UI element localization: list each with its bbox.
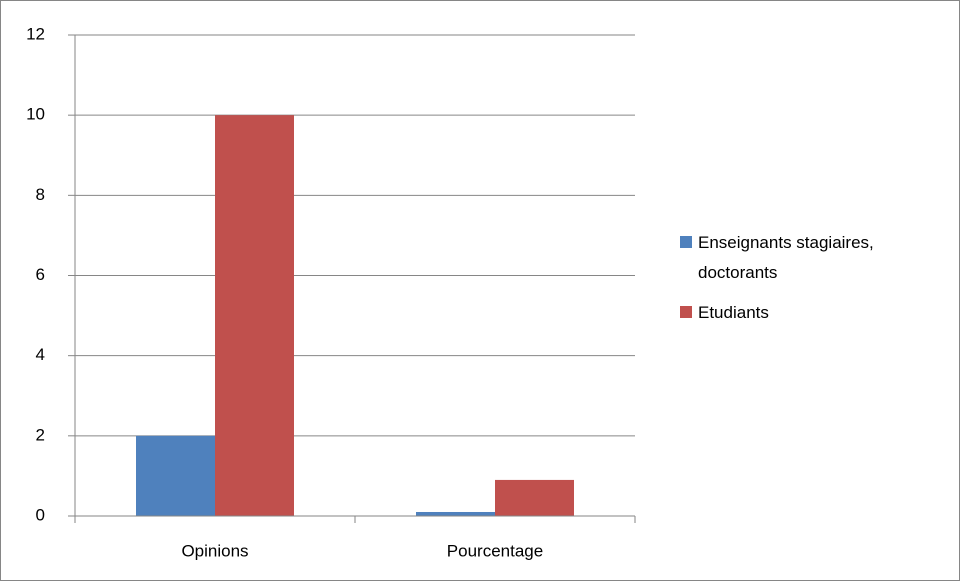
bar [136,435,215,516]
legend-swatch [680,236,692,248]
y-tick-label: 2 [36,425,45,444]
x-tick-label: Opinions [181,541,248,560]
legend-entry: Enseignants stagiaires, doctorants [680,228,950,288]
y-tick-label: 8 [36,185,45,204]
bar [495,479,574,516]
legend: Enseignants stagiaires, doctorants Etudia… [680,228,950,338]
y-tick-label: 6 [36,265,45,284]
y-tick-label: 10 [26,105,45,124]
legend-label: Enseignants stagiaires, doctorants [698,233,874,282]
legend-swatch [680,306,692,318]
y-tick-label: 12 [26,24,45,43]
legend-label: Etudiants [698,303,769,322]
y-tick-label: 4 [36,345,45,364]
y-tick-label: 0 [36,505,45,524]
bar [416,511,495,516]
legend-entry: Etudiants [680,298,950,328]
x-tick-label: Pourcentage [447,541,543,560]
bar [215,115,294,517]
